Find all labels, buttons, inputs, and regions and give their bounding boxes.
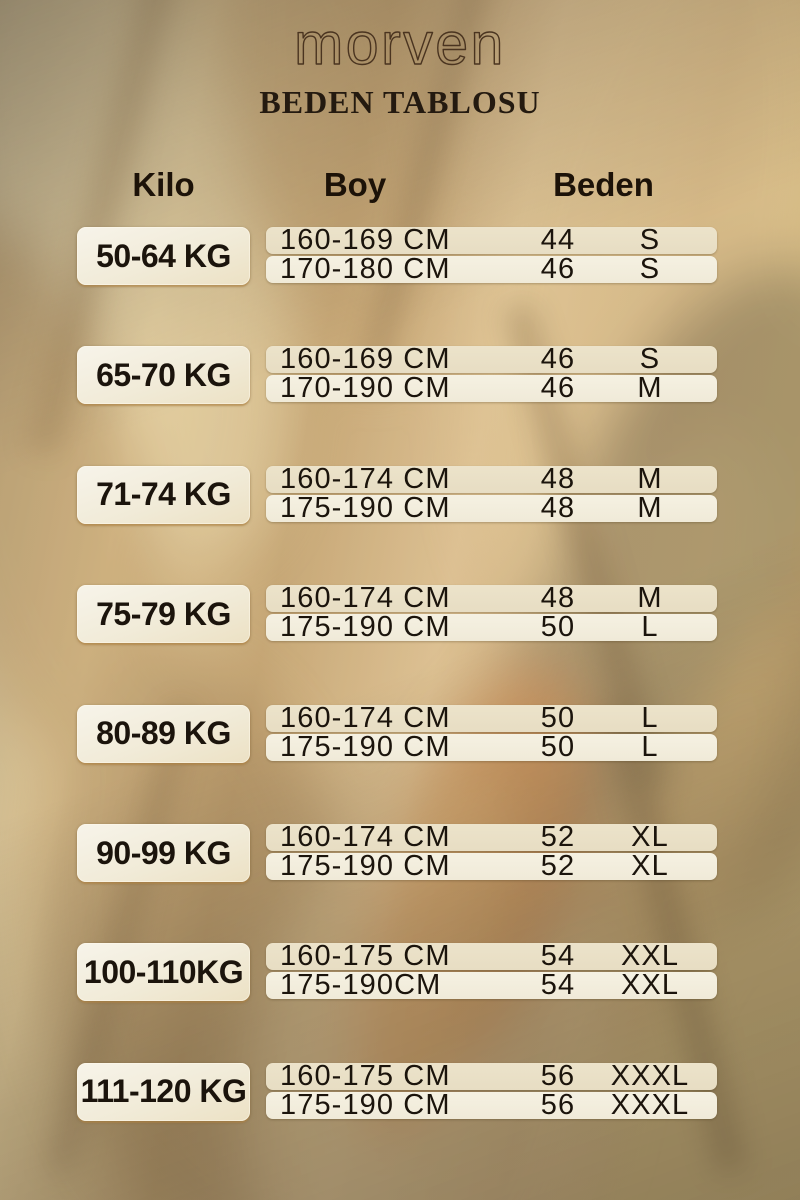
svg-text:morven: morven [294,16,506,76]
